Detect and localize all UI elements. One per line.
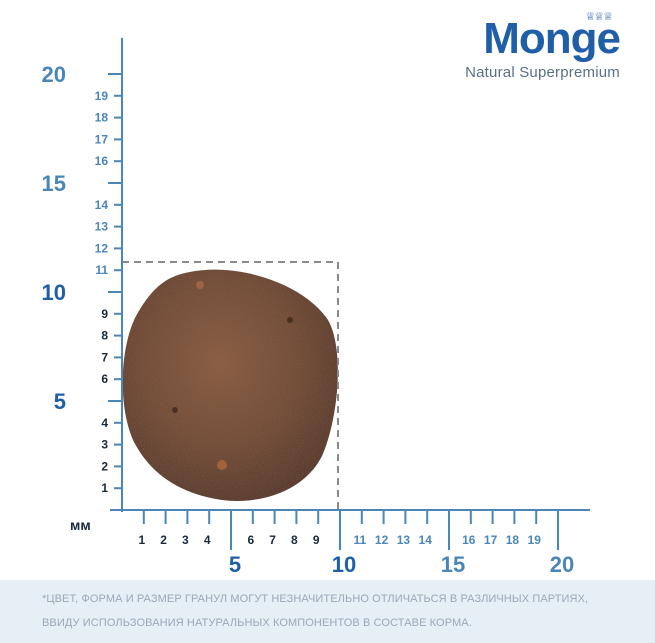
x-tick-label: 7 xyxy=(269,533,276,547)
x-tick-label: 11 xyxy=(353,533,366,547)
x-tick-label: 9 xyxy=(313,533,320,547)
y-tick-label: 11 xyxy=(95,263,108,277)
y-tick-label: 14 xyxy=(95,198,109,212)
x-tick-label: 1 xyxy=(138,533,145,547)
brand-logo: ♕♕♕ Monge Natural Superpremium xyxy=(465,11,621,81)
x-tick-label: 19 xyxy=(528,533,542,547)
y-tick-label: 4 xyxy=(101,416,108,430)
y-tick-label: 18 xyxy=(95,111,109,125)
x-axis-ticks: 1 2 3 4 6 7 8 9 11 12 13 14 16 17 18 195 10 15 20 xyxy=(138,509,574,577)
x-tick-label: 2 xyxy=(160,533,167,547)
y-major-label: 5 xyxy=(54,389,66,414)
y-tick-label: 8 xyxy=(101,329,108,343)
unit-label: мм xyxy=(70,517,91,533)
y-axis-ticks: 19 18 17 16 14 13 12 11 9 8 7 6 4 3 2 1 20 15 10 5 xyxy=(42,62,123,495)
y-tick-label: 13 xyxy=(95,220,109,234)
disclaimer-line-2: ВВИДУ ИСПОЛЬЗОВАНИЯ НАТУРАЛЬНЫХ КОМПОНЕН… xyxy=(42,617,472,629)
y-major-label: 15 xyxy=(42,171,66,196)
x-major-label: 20 xyxy=(550,552,574,577)
y-tick-label: 1 xyxy=(101,481,108,495)
x-tick-label: 16 xyxy=(462,533,476,547)
disclaimer-line-1: *ЦВЕТ, ФОРМА И РАЗМЕР ГРАНУЛ МОГУТ НЕЗНА… xyxy=(42,593,589,605)
y-tick-label: 6 xyxy=(101,372,108,386)
x-tick-label: 12 xyxy=(375,533,389,547)
crown-icon: ♕♕♕ xyxy=(585,11,613,23)
brand-name: Monge xyxy=(483,14,621,63)
y-tick-label: 7 xyxy=(101,350,108,364)
y-tick-label: 19 xyxy=(95,89,109,103)
x-major-label: 5 xyxy=(229,552,241,577)
x-tick-label: 18 xyxy=(506,533,520,547)
x-tick-label: 3 xyxy=(182,533,189,547)
x-tick-label: 6 xyxy=(247,533,254,547)
x-tick-label: 13 xyxy=(397,533,411,547)
y-major-label: 20 xyxy=(42,62,66,87)
x-tick-label: 17 xyxy=(484,533,498,547)
y-tick-label: 16 xyxy=(95,154,109,168)
size-box-outline xyxy=(122,261,339,510)
y-tick-label: 17 xyxy=(95,132,109,146)
kibble-image xyxy=(122,269,338,501)
x-major-label: 15 xyxy=(441,552,465,577)
y-major-label: 10 xyxy=(42,280,66,305)
x-tick-label: 14 xyxy=(419,533,433,547)
y-tick-label: 9 xyxy=(101,307,108,321)
y-tick-label: 2 xyxy=(101,459,108,473)
disclaimer-bar: *ЦВЕТ, ФОРМА И РАЗМЕР ГРАНУЛ МОГУТ НЕЗНА… xyxy=(0,580,655,643)
brand-tagline: Natural Superpremium xyxy=(465,64,620,81)
y-tick-label: 3 xyxy=(101,438,108,452)
x-tick-label: 4 xyxy=(204,533,211,547)
x-tick-label: 8 xyxy=(291,533,298,547)
x-major-label: 10 xyxy=(332,552,356,577)
y-tick-label: 12 xyxy=(95,241,109,255)
